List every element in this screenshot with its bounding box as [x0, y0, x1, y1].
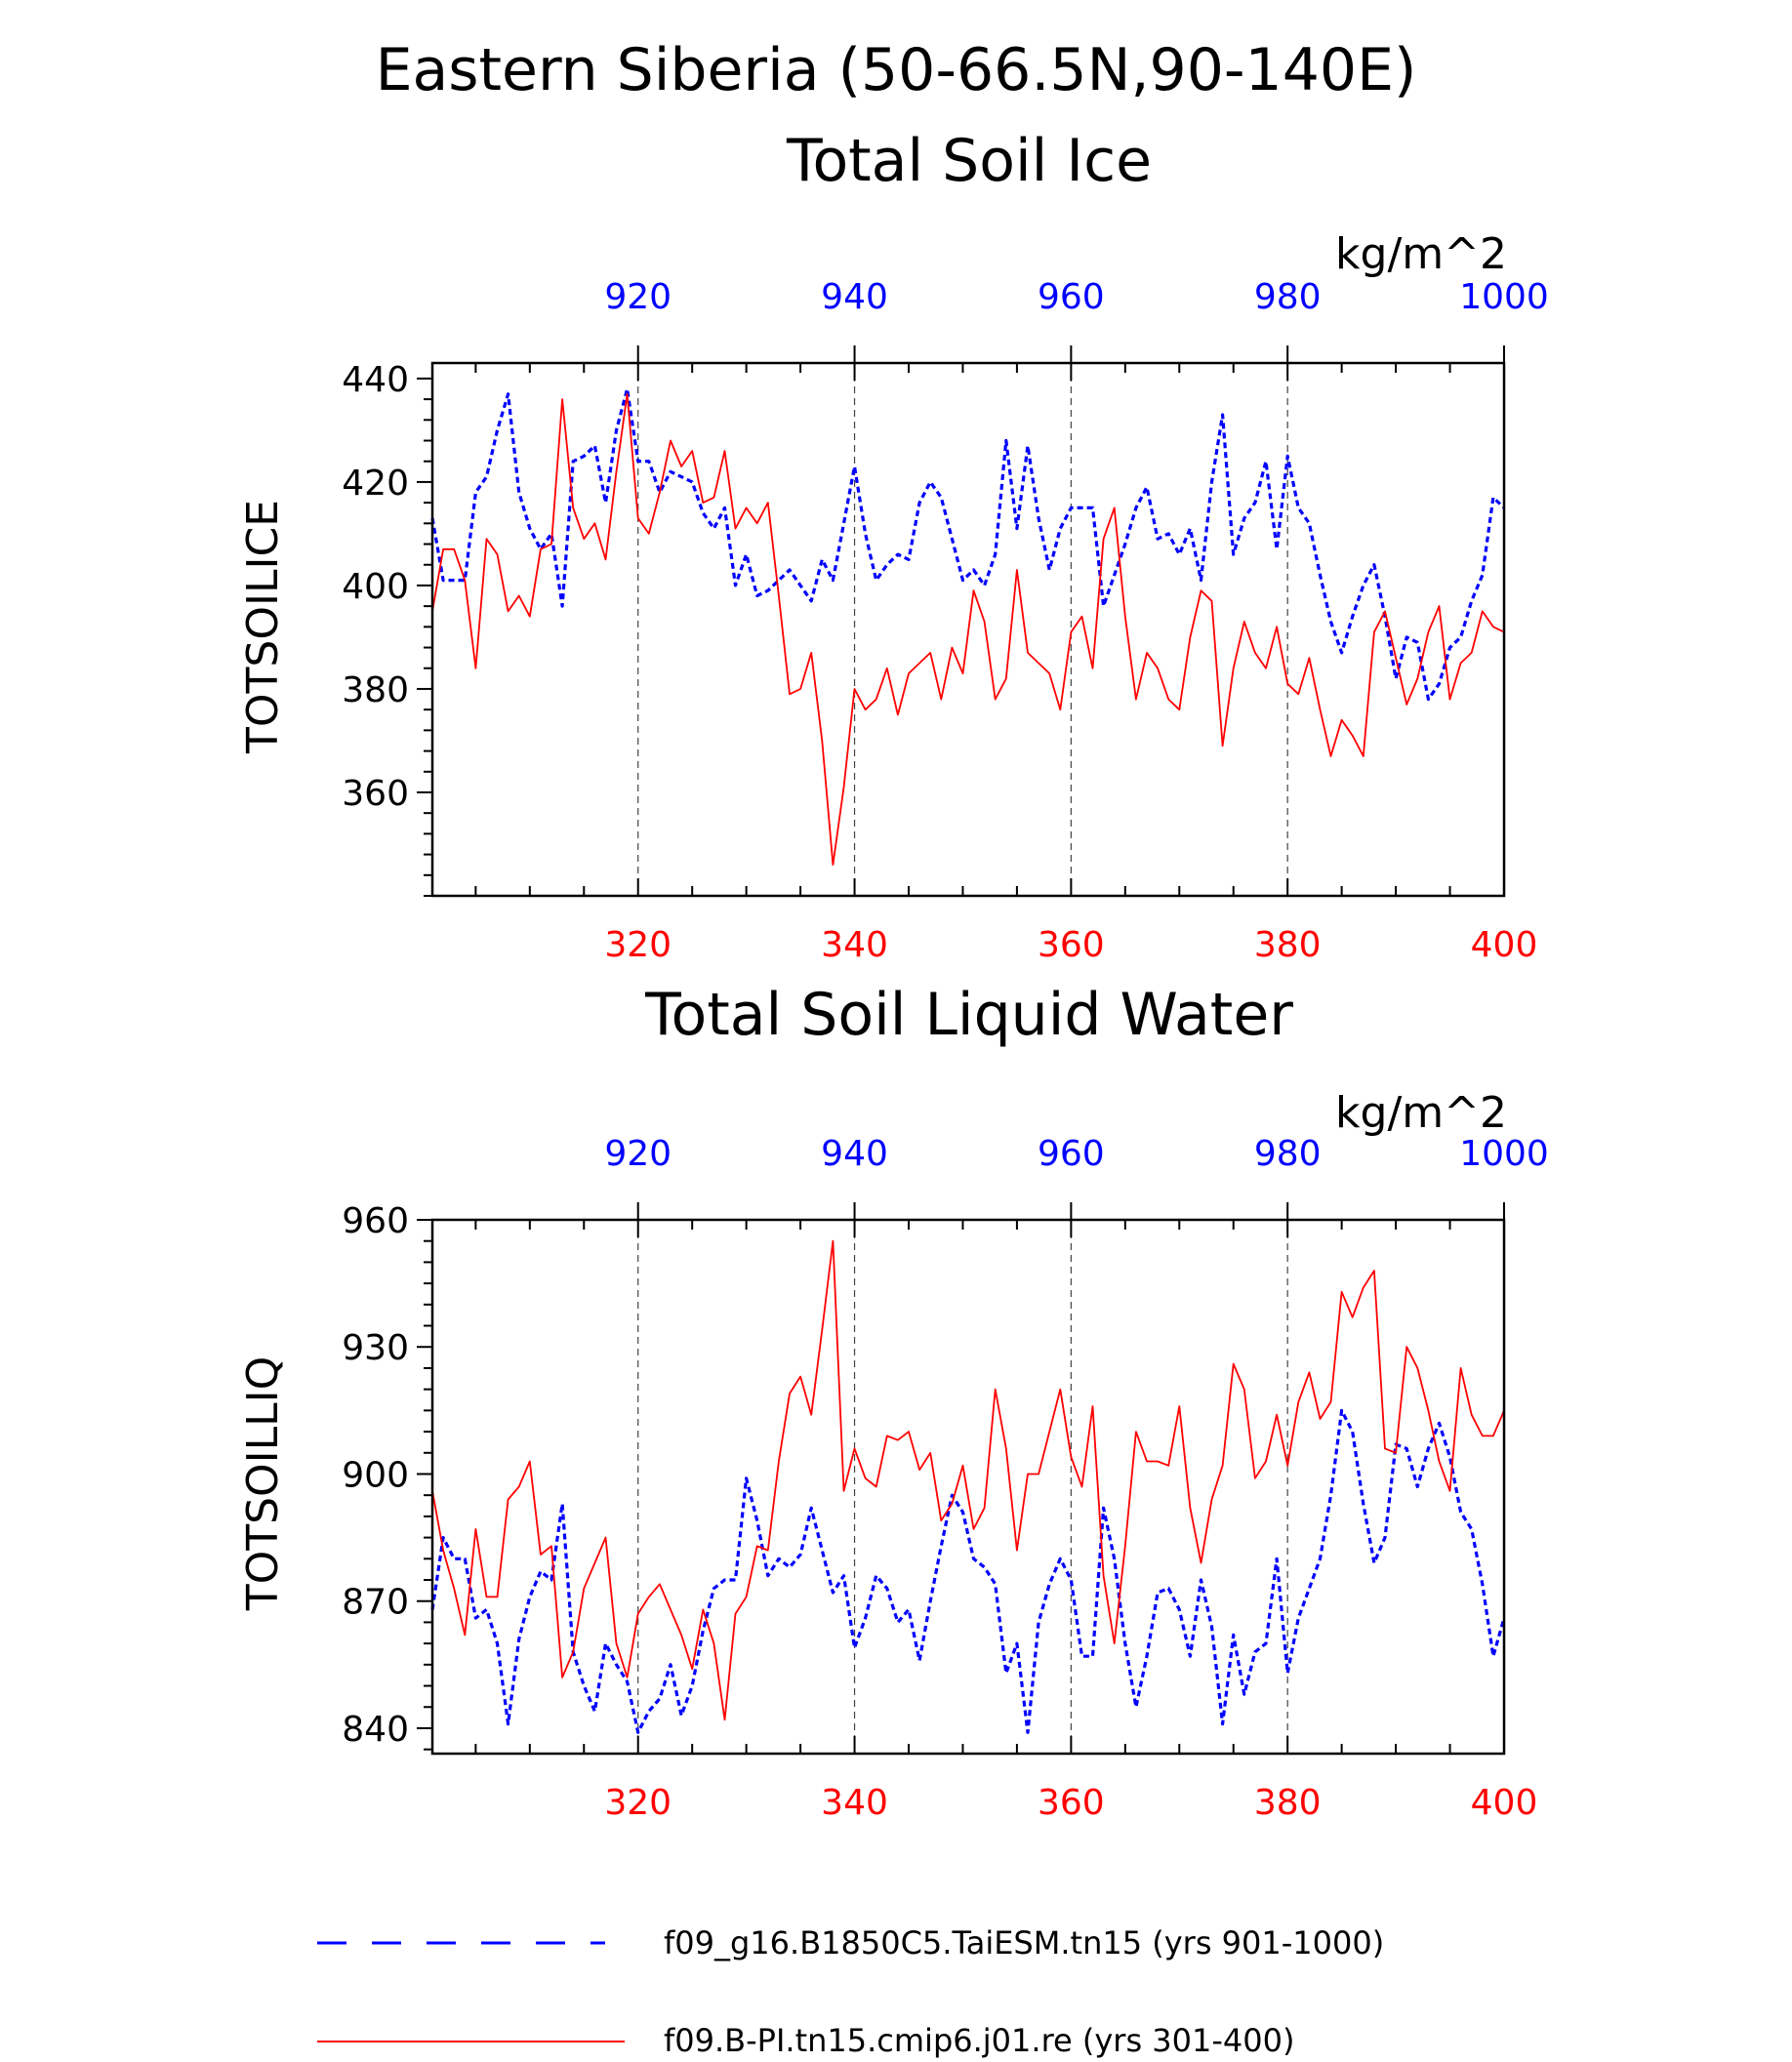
x-bottom-tick-label-320: 320	[604, 925, 672, 965]
legend: f09_g16.B1850C5.TaiESM.tn15 (yrs 901-100…	[317, 1924, 1384, 2059]
panel-soil-ice: Total Soil Ice kg/m^2 TOTSOILICE 360 380 4…	[238, 127, 1549, 965]
panel-soil-ice-ylabel: TOTSOILICE	[238, 500, 288, 754]
y-tick-label-930: 930	[342, 1328, 409, 1368]
panel-soil-liquid: Total Soil Liquid Water kg/m^2 TOTSOILLI…	[238, 981, 1549, 1823]
plot-frame	[430, 361, 1506, 898]
x-bottom-tick-label-340: 340	[821, 925, 888, 965]
series-line-cmip6	[431, 1239, 1505, 1721]
x-bottom-tick-label-400: 400	[1471, 1783, 1538, 1823]
x-bottom-tick-label-360: 360	[1038, 1783, 1105, 1823]
figure-title: Eastern Siberia (50-66.5N,90-140E)	[376, 36, 1417, 104]
y-tick-label-380: 380	[342, 670, 409, 710]
panel-soil-liquid-unit: kg/m^2	[1335, 1088, 1507, 1138]
y-tick-label-870: 870	[342, 1583, 409, 1623]
x-bottom-tick-label-380: 380	[1254, 1783, 1322, 1823]
x-bottom-tick-label-320: 320	[604, 1783, 672, 1823]
legend-label-taiesm: f09_g16.B1850C5.TaiESM.tn15 (yrs 901-100…	[664, 1924, 1384, 1961]
legend-label-cmip6: f09.B-PI.tn15.cmip6.j01.re (yrs 301-400)	[664, 2022, 1294, 2059]
x-top-tick-label-960: 960	[1038, 1134, 1105, 1174]
y-tick-label-400: 400	[342, 567, 409, 607]
y-tick-label-900: 900	[342, 1455, 409, 1495]
x-top-tick-label-940: 940	[821, 1134, 888, 1174]
x-top-tick-label-920: 920	[604, 1134, 672, 1174]
x-bottom-tick-label-400: 400	[1471, 925, 1538, 965]
y-tick-label-440: 440	[342, 360, 409, 400]
y-tick-label-840: 840	[342, 1710, 409, 1750]
x-top-tick-label-1000: 1000	[1459, 1134, 1549, 1174]
x-bottom-tick-label-340: 340	[821, 1783, 888, 1823]
panel-soil-liquid-title: Total Soil Liquid Water	[644, 981, 1293, 1049]
x-top-tick-label-960: 960	[1038, 277, 1105, 317]
x-bottom-tick-label-380: 380	[1254, 925, 1322, 965]
plot-area-soil-liquid: 840 870 900 930 960 320 340 360 380 400 920 940 960 9…	[342, 1134, 1549, 1823]
y-tick-label-360: 360	[342, 774, 409, 814]
panel-soil-liquid-ylabel: TOTSOILLIQ	[238, 1356, 288, 1612]
x-top-tick-label-940: 940	[821, 277, 888, 317]
x-top-tick-label-980: 980	[1254, 277, 1322, 317]
x-top-tick-label-1000: 1000	[1459, 277, 1549, 317]
x-top-tick-label-980: 980	[1254, 1134, 1322, 1174]
panel-soil-ice-title: Total Soil Ice	[786, 127, 1152, 195]
series-line-taiesm	[430, 1408, 1506, 1734]
series-line-taiesm	[430, 386, 1506, 702]
plot-frame	[430, 1218, 1506, 1756]
plot-area-soil-ice: 360 380 400 420 440 320 340 360 380 400 920 940 960 9…	[342, 277, 1549, 965]
panel-soil-ice-unit: kg/m^2	[1335, 229, 1507, 279]
x-bottom-tick-label-360: 360	[1038, 925, 1105, 965]
y-tick-label-960: 960	[342, 1201, 409, 1241]
x-top-tick-label-920: 920	[604, 277, 672, 317]
series-line-cmip6	[431, 392, 1505, 867]
y-tick-label-420: 420	[342, 464, 409, 504]
